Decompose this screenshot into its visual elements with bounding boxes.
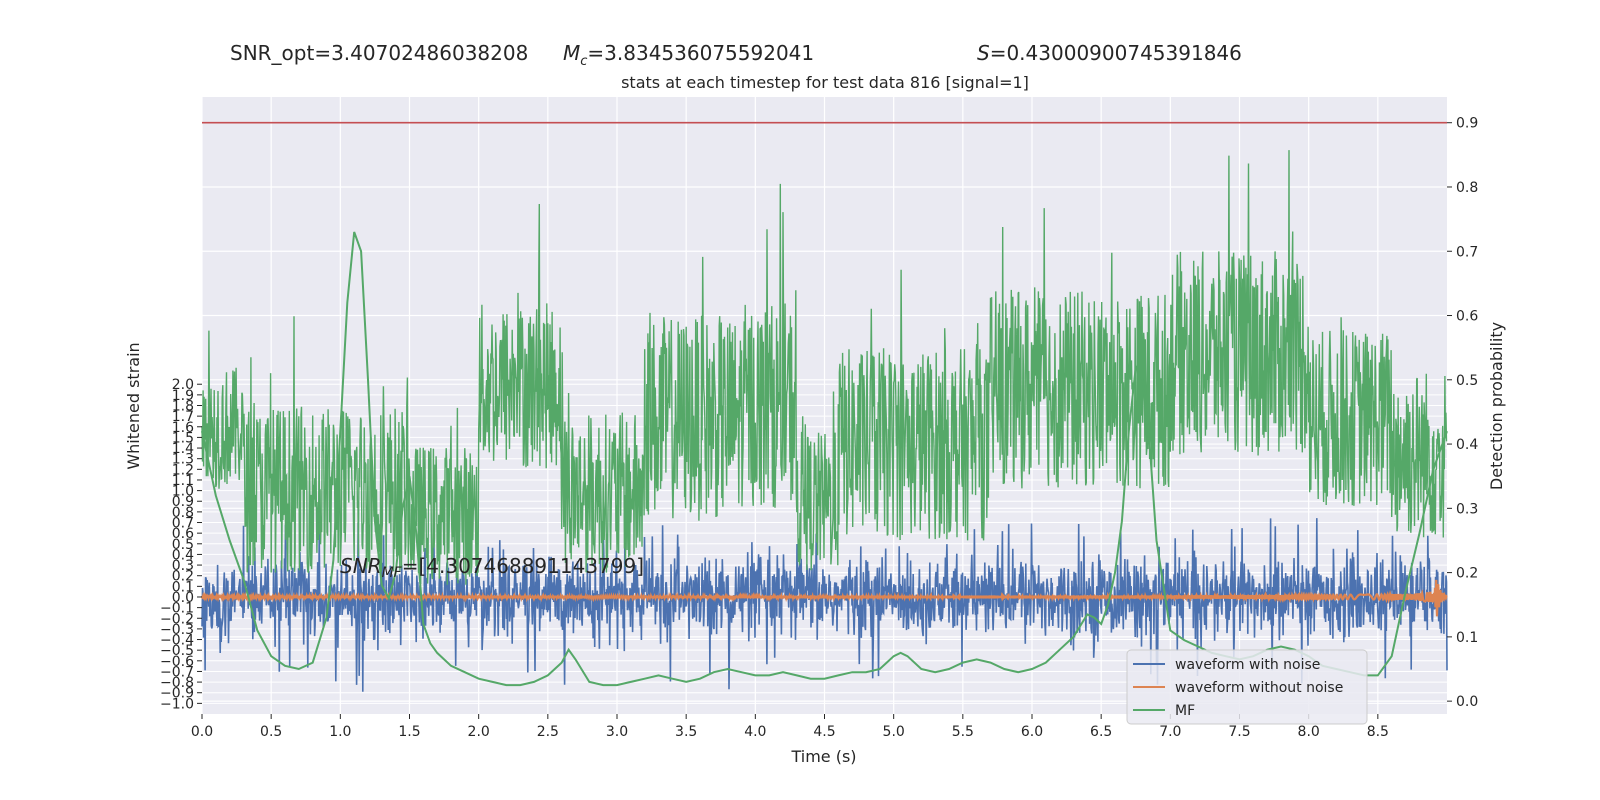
left-tick-label-12: 0.2 <box>172 569 194 585</box>
left-tick-label-13: 0.3 <box>172 558 194 574</box>
left-tick-label-20: 1.0 <box>172 484 194 500</box>
x-tick-label-5: 2.5 <box>537 724 559 740</box>
x-tick-label-15: 7.5 <box>1228 724 1250 740</box>
x-tick-label-3: 1.5 <box>398 724 420 740</box>
right-tick-label-8: 0.8 <box>1456 180 1478 196</box>
left-tick-label-11: 0.1 <box>172 579 194 595</box>
left-tick-label-14: 0.4 <box>172 547 194 563</box>
x-tick-label-2: 1.0 <box>329 724 351 740</box>
header-s-symbol: S <box>977 41 990 65</box>
left-tick-label-25: 1.5 <box>172 430 194 446</box>
chart-title: stats at each timestep for test data 816… <box>621 73 1029 92</box>
header-mc-sub: c <box>580 54 587 69</box>
header-s: S=0.43000900745391846 <box>977 41 1242 65</box>
waveform-with-noise-line <box>201 518 1448 692</box>
series-waveform-without-noise <box>200 579 1448 617</box>
x-tick-label-7: 3.5 <box>675 724 697 740</box>
right-tick-label-9: 0.9 <box>1456 116 1478 132</box>
left-tick-label-15: 0.5 <box>172 537 194 553</box>
series-waveform-with-noise <box>201 518 1448 692</box>
left-tick-label-28: 1.8 <box>172 399 194 415</box>
left-tick-label-6: −0.4 <box>160 633 194 649</box>
left-tick-label-9: −0.1 <box>160 601 194 617</box>
right-tick-label-3: 0.3 <box>1456 501 1478 517</box>
left-tick-label-23: 1.3 <box>172 452 194 468</box>
x-tick-label-17: 8.5 <box>1367 724 1389 740</box>
legend-box <box>1126 649 1368 725</box>
x-tick-label-14: 7.0 <box>1159 724 1181 740</box>
legend-label-waveform-without-noise: waveform without noise <box>1175 680 1343 696</box>
header-mc-symbol: M <box>563 41 580 65</box>
header-s-value: =0.43000900745391846 <box>990 41 1242 65</box>
left-tick-label-1: −0.9 <box>160 686 194 702</box>
snr-mf-symbol: SNR <box>340 554 382 578</box>
left-tick-label-26: 1.6 <box>172 420 194 436</box>
right-tick-label-7: 0.7 <box>1456 244 1478 260</box>
header-snr-opt: SNR_opt=3.40702486038208 <box>230 41 528 65</box>
left-tick-label-3: −0.7 <box>160 664 194 680</box>
right-axis-label: Detection probability <box>1487 322 1506 490</box>
left-tick-label-29: 1.9 <box>172 388 194 404</box>
left-tick-label-0: −1.0 <box>160 696 194 712</box>
x-tick-label-16: 8.0 <box>1298 724 1320 740</box>
snr-mf-value: =[4.307468891143799] <box>402 554 644 578</box>
left-tick-label-19: 0.9 <box>172 494 194 510</box>
left-tick-label-16: 0.6 <box>172 526 194 542</box>
header-mc-value: =3.834536075592041 <box>587 41 814 65</box>
right-tick-label-0: 0.0 <box>1456 694 1478 710</box>
x-tick-label-1: 0.5 <box>260 724 282 740</box>
left-tick-label-30: 2.0 <box>172 377 194 393</box>
left-tick-label-17: 0.7 <box>172 516 194 532</box>
right-tick-label-4: 0.4 <box>1456 437 1478 453</box>
right-tick-label-2: 0.2 <box>1456 566 1478 582</box>
legend-label-mf: MF <box>1175 703 1195 719</box>
left-tick-label-22: 1.2 <box>172 462 194 478</box>
detection-probability-line <box>201 150 1448 585</box>
x-tick-label-11: 5.5 <box>952 724 974 740</box>
x-tick-label-9: 4.5 <box>813 724 835 740</box>
legend-label-waveform-with-noise: waveform with noise <box>1175 657 1320 673</box>
left-tick-label-4: −0.6 <box>160 654 194 670</box>
axes-layer: 0.0 0.5 1.0 1.5 2.0 2.5 3.0 3.5 4.0 4.5 5.0 5.5 6.0 6… <box>160 116 1478 740</box>
x-axis-label: Time (s) <box>790 747 856 766</box>
left-tick-label-10: 0.0 <box>172 590 194 606</box>
left-tick-label-24: 1.4 <box>172 441 194 457</box>
x-tick-label-10: 5.0 <box>883 724 905 740</box>
left-tick-label-27: 1.7 <box>172 409 194 425</box>
right-tick-label-1: 0.1 <box>1456 630 1478 646</box>
x-tick-label-0: 0.0 <box>191 724 213 740</box>
snr-mf-annotation: SNRMF=[4.307468891143799] <box>340 554 644 581</box>
legend: waveform with noise waveform without noi… <box>1126 649 1368 725</box>
left-tick-label-18: 0.8 <box>172 505 194 521</box>
x-tick-label-8: 4.0 <box>744 724 766 740</box>
left-tick-label-21: 1.1 <box>172 473 194 489</box>
right-tick-label-6: 0.6 <box>1456 309 1478 325</box>
left-tick-label-8: −0.2 <box>160 611 194 627</box>
x-tick-label-12: 6.0 <box>1021 724 1043 740</box>
left-tick-label-2: −0.8 <box>160 675 194 691</box>
header-mc: Mc=3.834536075592041 <box>563 41 814 69</box>
snr-mf-sub: MF <box>382 565 403 581</box>
left-tick-label-7: −0.3 <box>160 622 194 638</box>
left-axis-label: Whitened strain <box>124 342 143 469</box>
left-tick-label-5: −0.5 <box>160 643 194 659</box>
right-tick-label-5: 0.5 <box>1456 373 1478 389</box>
x-tick-label-4: 2.0 <box>468 724 490 740</box>
x-tick-label-13: 6.5 <box>1090 724 1112 740</box>
waveform-without-noise-line <box>200 579 1448 617</box>
x-tick-label-6: 3.0 <box>606 724 628 740</box>
series-detection-probability <box>201 150 1448 585</box>
